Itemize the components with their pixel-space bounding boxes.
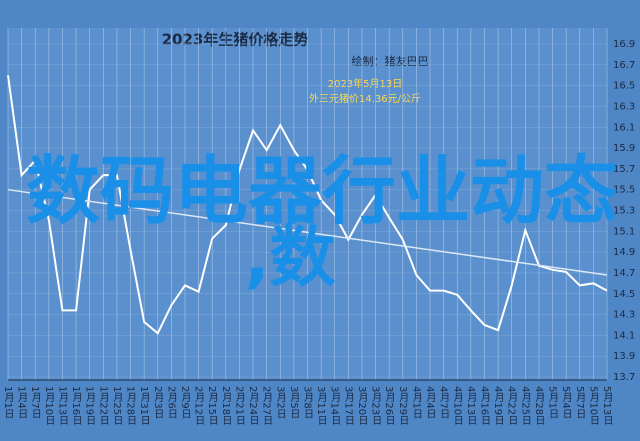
x-tick-label: 2月15日	[206, 386, 218, 425]
x-tick-label: 3月2日	[274, 386, 286, 419]
x-tick-label: 1月28日	[125, 386, 137, 425]
x-tick-label: 3月5日	[288, 386, 300, 419]
x-tick-label: 4月7日	[438, 386, 450, 419]
x-tick-label: 1月1日	[2, 386, 14, 419]
x-tick-label: 2月12日	[193, 386, 205, 425]
y-tick-label: 15.1	[613, 226, 635, 237]
x-tick-label: 4月25日	[519, 386, 531, 425]
x-tick-label: 4月16日	[478, 386, 490, 425]
y-tick-label: 16.7	[613, 60, 635, 71]
x-tick-label: 1月7日	[29, 386, 41, 419]
y-tick-label: 16.9	[613, 39, 635, 50]
x-tick-label: 1月13日	[56, 386, 68, 425]
x-tick-label: 2月18日	[220, 386, 232, 425]
annotation: 2023年5月13日	[328, 77, 403, 90]
x-tick-label: 4月22日	[506, 386, 518, 425]
x-tick-label: 5月10日	[587, 386, 599, 425]
x-tick-label: 2月6日	[165, 386, 177, 419]
x-tick-label: 1月16日	[70, 386, 82, 425]
y-tick-label: 13.7	[613, 372, 635, 383]
x-tick-label: 3月26日	[383, 386, 395, 425]
y-tick-label: 13.9	[613, 351, 635, 362]
y-tick-label: 14.3	[613, 310, 635, 321]
trend-line	[7, 188, 608, 276]
x-tick-label: 1月10日	[43, 386, 55, 425]
y-tick-label: 14.7	[613, 268, 635, 279]
x-tick-label: 3月11日	[315, 386, 327, 425]
y-tick-label: 15.5	[613, 185, 635, 196]
y-tick-label: 16.1	[613, 122, 635, 133]
chart-title: 2023年生猪价格走势	[162, 31, 309, 49]
x-tick-label: 4月28日	[533, 386, 545, 425]
watermark: ,数	[244, 219, 335, 296]
x-tick-label: 3月8日	[302, 386, 314, 419]
annotation: 外三元猪价14.36元/公斤	[309, 93, 421, 105]
x-tick-label: 3月17日	[342, 386, 354, 425]
x-tick-label: 3月20日	[356, 386, 368, 425]
x-tick-label: 2月21日	[233, 386, 245, 425]
x-tick-label: 4月4日	[424, 386, 436, 419]
x-tick-label: 1月19日	[84, 386, 96, 425]
x-tick-label: 2月9日	[179, 386, 191, 419]
x-tick-label: 5月4日	[560, 386, 572, 419]
x-tick-label: 4月19日	[492, 386, 504, 425]
x-tick-label: 4月1日	[410, 386, 422, 419]
watermark: 数码电器行业动态	[26, 149, 618, 235]
x-tick-label: 4月13日	[465, 386, 477, 425]
x-tick-label: 1月25日	[111, 386, 123, 425]
x-tick-label: 2月3日	[152, 386, 164, 419]
chart-subtitle: 绘制：猪友巴巴	[352, 54, 429, 68]
y-tick-label: 15.3	[613, 206, 635, 217]
y-tick-label: 16.5	[613, 81, 635, 92]
y-tick-label: 15.7	[613, 164, 635, 175]
x-tick-label: 1月22日	[97, 386, 109, 425]
x-tick-label: 5月7日	[574, 386, 586, 419]
y-tick-label: 14.5	[613, 289, 635, 300]
x-tick-label: 2月24日	[247, 386, 259, 425]
x-tick-label: 3月29日	[397, 386, 409, 425]
y-tick-label: 16.3	[613, 101, 635, 112]
y-tick-label: 14.1	[613, 330, 635, 341]
y-tick-label: 14.9	[613, 247, 635, 258]
x-tick-label: 1月31日	[138, 386, 150, 425]
x-tick-label: 5月1日	[547, 386, 559, 419]
line	[7, 75, 608, 335]
y-tick-label: 15.9	[613, 143, 635, 154]
x-tick-label: 3月14日	[329, 386, 341, 425]
x-tick-label: 5月13日	[601, 386, 613, 425]
x-tick-label: 2月27日	[261, 386, 273, 425]
x-tick-label: 4月10日	[451, 386, 463, 425]
x-tick-label: 1月4日	[16, 386, 28, 419]
x-tick-label: 3月23日	[370, 386, 382, 425]
